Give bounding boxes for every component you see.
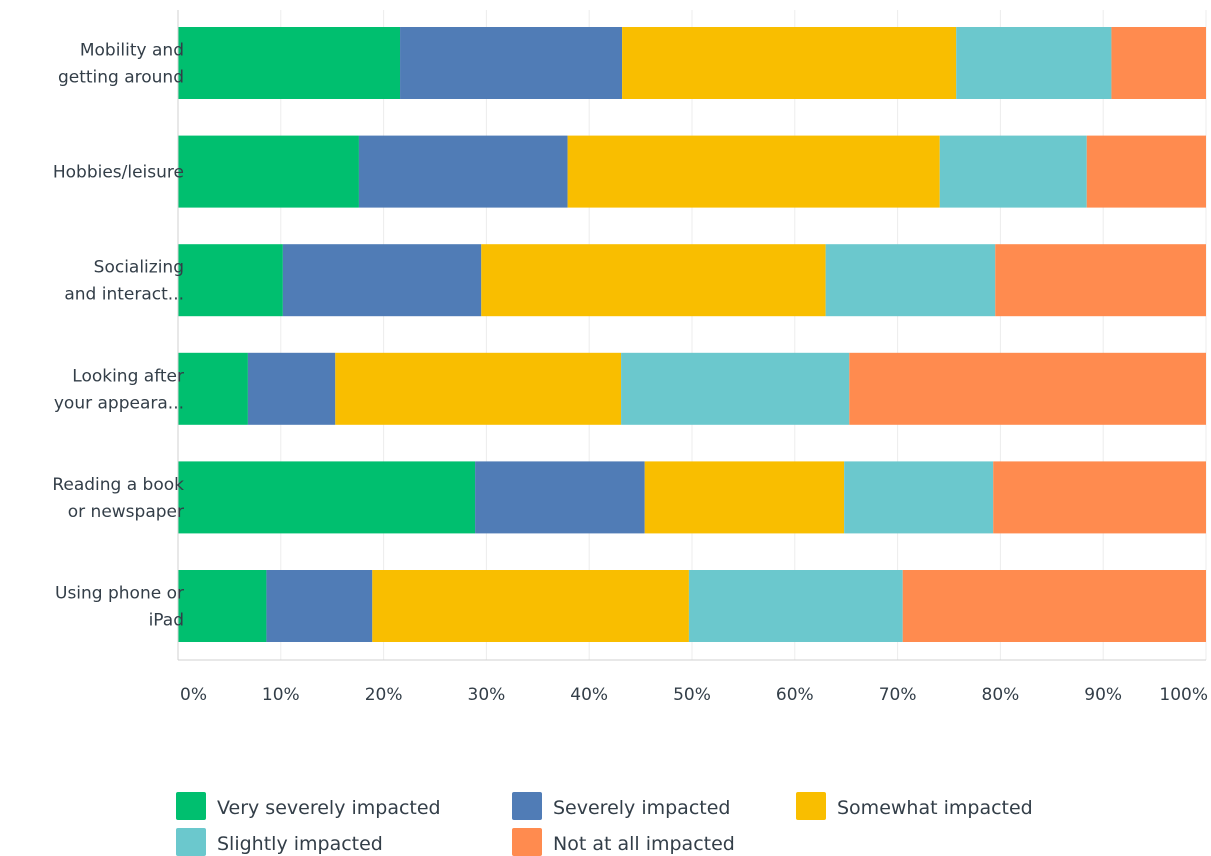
category-label: Mobility and getting around — [58, 41, 184, 88]
bar-segment — [335, 352, 622, 425]
legend-label: Severely impacted — [553, 797, 730, 819]
bar-segment — [956, 27, 1112, 99]
category-label-line: Hobbies/leisure — [53, 163, 184, 183]
bar-segment — [825, 244, 996, 317]
category-label-line: or newspaper — [68, 502, 184, 522]
bar-segment — [1086, 135, 1206, 208]
bar-segment — [1111, 27, 1206, 99]
legend: Very severely impacted Severely impacted S… — [176, 792, 1033, 856]
bar-segment — [849, 352, 1206, 425]
bar-segment — [178, 352, 248, 425]
category-label-line: and interact... — [64, 285, 184, 305]
legend-swatch — [796, 792, 826, 820]
category-label: Hobbies/leisure — [53, 163, 184, 183]
legend-label: Somewhat impacted — [837, 797, 1033, 819]
bar-segment — [400, 27, 623, 99]
x-tick-label: 100% — [1159, 685, 1208, 705]
bar-segment — [178, 461, 476, 534]
x-tick-label: 10% — [262, 685, 300, 705]
bar-segment — [282, 244, 482, 317]
bar-segment — [358, 135, 568, 208]
bar-segment — [622, 27, 957, 99]
x-tick-label: 0% — [180, 685, 207, 705]
x-tick-label: 90% — [1084, 685, 1122, 705]
x-tick-label: 60% — [776, 685, 814, 705]
category-label: Looking after your appeara... — [54, 366, 184, 413]
x-tick-label: 80% — [982, 685, 1020, 705]
category-label-line: Reading a book — [52, 475, 184, 495]
bar-segment — [178, 135, 359, 208]
bar-segment — [266, 570, 373, 642]
bar-segment — [247, 352, 336, 425]
category-label: Reading a book or newspaper — [52, 475, 184, 522]
x-tick-label: 50% — [673, 685, 711, 705]
legend-swatch — [176, 792, 206, 820]
category-label-line: Mobility and — [80, 41, 184, 61]
x-tick-label: 40% — [570, 685, 608, 705]
legend-label: Not at all impacted — [553, 833, 735, 855]
bar-segment — [178, 244, 283, 317]
x-tick-label: 20% — [365, 685, 403, 705]
gridlines — [177, 10, 1207, 660]
legend-swatch — [512, 828, 542, 856]
bar-segment — [475, 461, 645, 534]
bar-segment — [372, 570, 689, 642]
category-label-line: your appeara... — [54, 393, 184, 413]
bar-segment — [481, 244, 826, 317]
category-label-line: Looking after — [72, 366, 184, 386]
bar-segment — [644, 461, 845, 534]
bars — [178, 27, 1206, 642]
bar-segment — [178, 27, 401, 99]
category-label: Using phone or iPad — [55, 584, 184, 631]
axes: Mobility and getting around Hobbies/leisur… — [52, 10, 1208, 705]
category-label-line: Using phone or — [55, 584, 184, 604]
category-label-line: iPad — [149, 611, 184, 631]
bar-segment — [939, 135, 1087, 208]
legend-label: Slightly impacted — [217, 833, 383, 855]
legend-swatch — [512, 792, 542, 820]
bar-segment — [993, 461, 1206, 534]
bar-segment — [995, 244, 1206, 317]
bar-segment — [844, 461, 994, 534]
legend-swatch — [176, 828, 206, 856]
category-label-line: Socializing — [94, 258, 184, 278]
bar-segment — [902, 570, 1206, 642]
legend-label: Very severely impacted — [217, 797, 441, 819]
bar-segment — [567, 135, 940, 208]
bar-segment — [178, 570, 267, 642]
category-label: Socializing and interact... — [64, 258, 184, 305]
category-label-line: getting around — [58, 68, 184, 88]
x-tick-label: 70% — [879, 685, 917, 705]
bar-segment — [688, 570, 903, 642]
x-tick-label: 30% — [468, 685, 506, 705]
bar-segment — [621, 352, 850, 425]
